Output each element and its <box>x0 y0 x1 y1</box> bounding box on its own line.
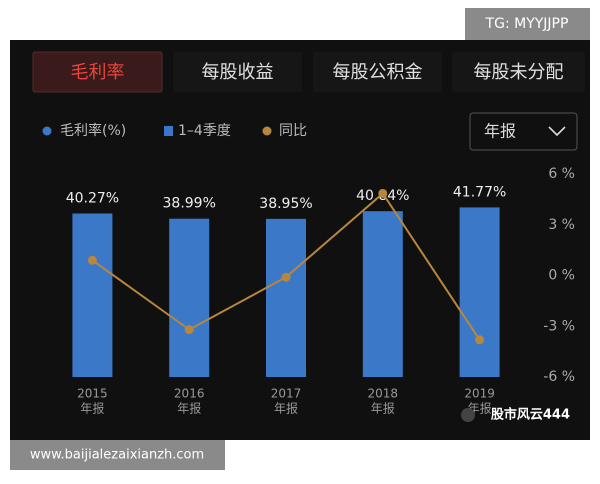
tab-label: 每股未分配 <box>474 62 564 83</box>
y2-tick-label: -3 % <box>543 318 575 334</box>
x-tick-label: 2019 <box>464 387 495 401</box>
tab[interactable] <box>32 51 163 93</box>
x-tick-label: 2017 <box>271 387 302 401</box>
dropdown-label: 年报 <box>484 122 516 141</box>
bar <box>169 218 210 377</box>
x-tick-label: 2016 <box>174 387 205 401</box>
line-point <box>87 255 97 265</box>
value-label: 38.95% <box>259 196 312 212</box>
bar <box>362 211 403 377</box>
tab-label: 毛利率 <box>71 62 125 83</box>
bar <box>72 213 113 377</box>
watermark-box <box>10 440 225 470</box>
watermark: www.baijialezaixianzh.com <box>30 448 204 463</box>
line-point <box>475 335 485 345</box>
y2-tick-label: 3 % <box>548 217 575 233</box>
bar <box>459 207 500 377</box>
legend-marker <box>262 126 272 136</box>
line-point <box>281 272 291 282</box>
bar <box>266 218 306 377</box>
x-tick-sublabel: 年报 <box>80 401 104 416</box>
line-point <box>184 325 194 335</box>
x-tick-sublabel: 年报 <box>371 401 395 416</box>
tab-label: 每股收益 <box>202 62 274 83</box>
chevron <box>548 126 566 137</box>
line-point <box>378 188 388 198</box>
legend-marker <box>164 126 173 136</box>
watermark-box <box>465 8 590 40</box>
legend-label: 毛利率(%) <box>60 122 126 139</box>
x-tick-label: 2015 <box>77 387 108 401</box>
x-tick-sublabel: 年报 <box>177 401 201 416</box>
dropdown[interactable] <box>469 112 578 151</box>
tab[interactable] <box>452 52 585 92</box>
x-tick-label: 2018 <box>368 387 399 401</box>
value-label: 40.27% <box>66 191 119 207</box>
y2-tick-label: 6 % <box>548 166 575 182</box>
y2-tick-label: 0 % <box>548 268 575 284</box>
legend-marker <box>42 126 52 136</box>
tab[interactable] <box>313 52 442 92</box>
x-tick-sublabel: 年报 <box>274 401 298 416</box>
value-label: 41.77% <box>453 184 506 200</box>
y2-tick-label: -6 % <box>543 369 575 385</box>
tab[interactable] <box>173 52 302 92</box>
tab-label: 每股公积金 <box>333 62 423 83</box>
legend-label: 同比 <box>279 123 307 139</box>
watermark: 股市风云444 <box>491 407 570 423</box>
value-label: 38.99% <box>163 196 216 212</box>
wechat-icon <box>461 408 475 422</box>
legend-label: 1–4季度 <box>178 123 231 139</box>
watermark: TG: MYYJJPP <box>485 16 569 32</box>
